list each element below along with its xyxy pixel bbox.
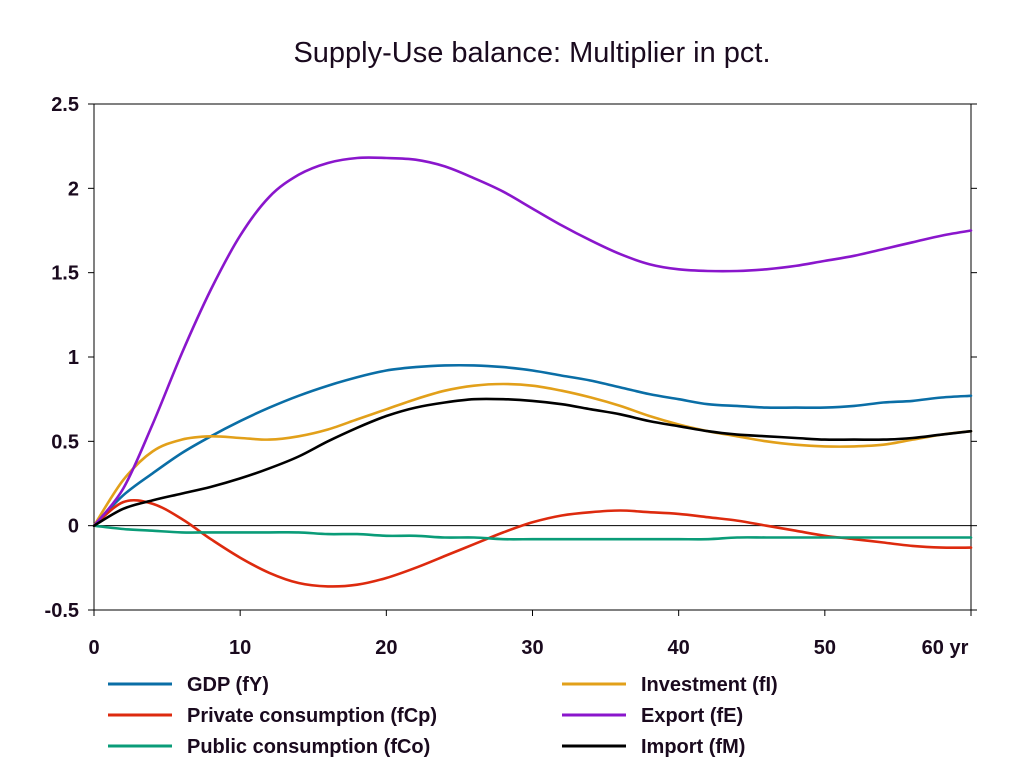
plot-frame — [93, 103, 972, 611]
series-line-import-fm — [92, 397, 973, 527]
y-tick-label: 1.5 — [51, 263, 79, 285]
y-tick-label: -0.5 — [45, 600, 79, 622]
x-tick-label: 60 yr — [922, 637, 969, 659]
y-tick-label: 2.5 — [51, 94, 79, 116]
legend-label-export-fe: Export (fE) — [641, 705, 743, 727]
y-tick-label: 1 — [68, 347, 79, 369]
x-tick-label: 40 — [668, 637, 690, 659]
legend-label-private-consumption-fcp: Private consumption (fCp) — [187, 705, 437, 727]
legend-label-import-fm: Import (fM) — [641, 736, 745, 758]
x-tick-label: 0 — [88, 637, 99, 659]
legend-label-public-consumption-fco: Public consumption (fCo) — [187, 736, 430, 758]
legend-label-gdp-fy: GDP (fY) — [187, 674, 269, 696]
series-line-investment-fi — [92, 382, 973, 527]
x-tick-label: 10 — [229, 637, 251, 659]
legend-label-investment-fi: Investment (fI) — [641, 674, 778, 696]
series-line-export-fe — [92, 156, 973, 527]
legend: GDP (fY) Investment (fI) Private consumpti… — [108, 674, 778, 758]
series-line-public-consumption-fco — [92, 524, 973, 541]
y-tick-label: 0 — [68, 516, 79, 538]
series-line-gdp-fy — [92, 363, 973, 527]
plot-area: -0.5 0 0.5 1 1.5 2 2.5 0 10 20 30 40 50 60 yr — [45, 94, 977, 659]
series-line-private-consumption-fcp — [92, 498, 973, 588]
y-tick-label: 2 — [68, 178, 79, 200]
y-tick-label: 0.5 — [51, 431, 79, 453]
x-tick-label: 30 — [521, 637, 543, 659]
x-tick-label: 50 — [814, 637, 836, 659]
chart-title: Supply-Use balance: Multiplier in pct. — [293, 37, 770, 69]
x-tick-label: 20 — [375, 637, 397, 659]
